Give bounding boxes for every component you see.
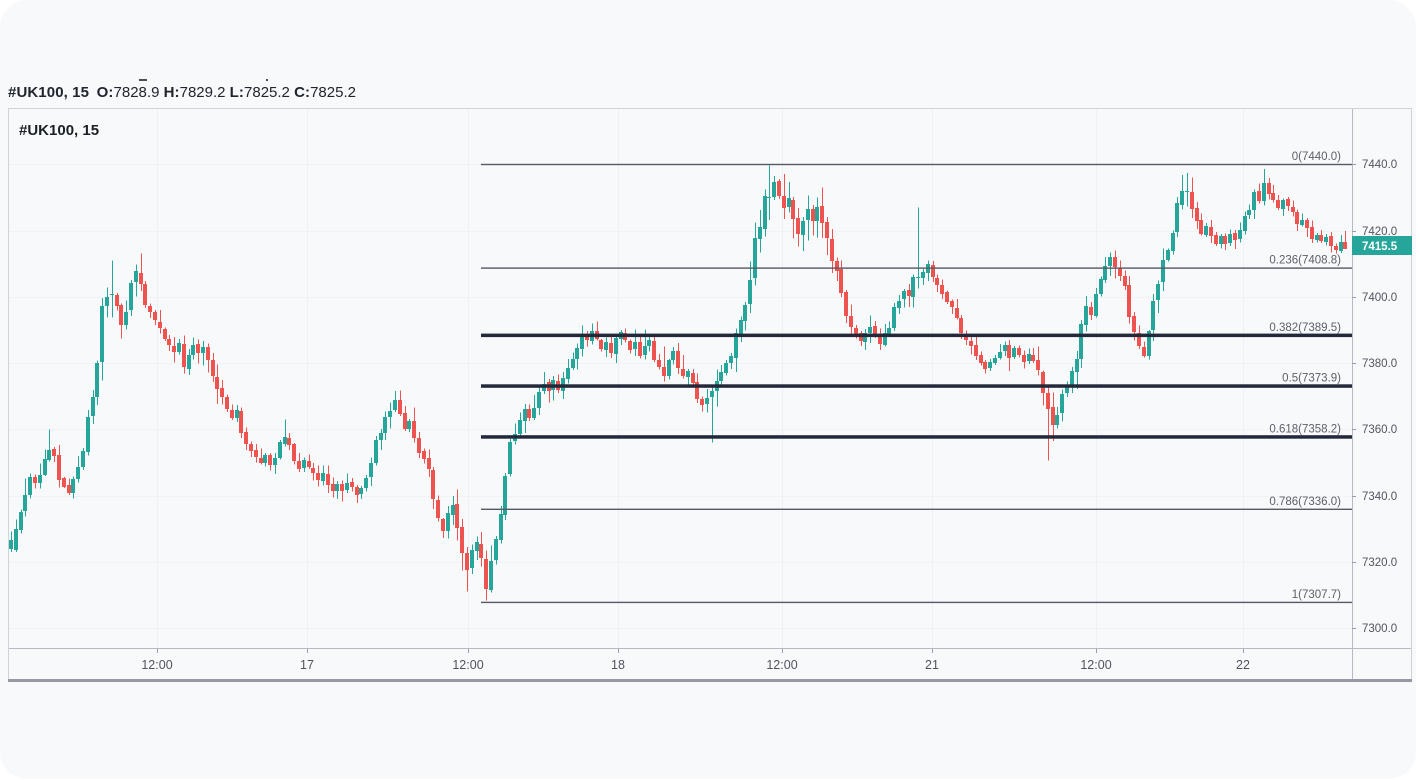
svg-text:0.382(7389.5): 0.382(7389.5) — [1269, 322, 1341, 334]
svg-text:21: 21 — [925, 658, 939, 672]
svg-text:7440.0: 7440.0 — [1362, 159, 1397, 171]
svg-text:7415.5: 7415.5 — [1362, 241, 1398, 253]
svg-text:7340.0: 7340.0 — [1362, 491, 1397, 503]
svg-text:7320.0: 7320.0 — [1362, 557, 1397, 569]
svg-text:7400.0: 7400.0 — [1362, 292, 1397, 304]
svg-text:17: 17 — [300, 658, 314, 672]
svg-text:12:00: 12:00 — [1080, 658, 1111, 672]
svg-text:12:00: 12:00 — [452, 658, 483, 672]
svg-text:#UK100, 15: #UK100, 15 — [19, 122, 99, 139]
svg-text:22: 22 — [1236, 658, 1250, 672]
svg-text:7300.0: 7300.0 — [1362, 623, 1397, 635]
svg-text:7360.0: 7360.0 — [1362, 424, 1397, 436]
svg-text:1(7307.7): 1(7307.7) — [1292, 589, 1341, 601]
svg-text:0(7440.0): 0(7440.0) — [1292, 151, 1341, 163]
svg-text:7380.0: 7380.0 — [1362, 358, 1397, 370]
svg-text:0.5(7373.9): 0.5(7373.9) — [1282, 373, 1341, 385]
svg-text:7420.0: 7420.0 — [1362, 226, 1397, 238]
svg-text:0.786(7336.0): 0.786(7336.0) — [1269, 496, 1341, 508]
svg-text:0.236(7408.8): 0.236(7408.8) — [1269, 255, 1341, 267]
svg-text:12:00: 12:00 — [766, 658, 797, 672]
svg-text:18: 18 — [611, 658, 625, 672]
svg-text:12:00: 12:00 — [141, 658, 172, 672]
svg-text:0.618(7358.2): 0.618(7358.2) — [1269, 423, 1341, 435]
